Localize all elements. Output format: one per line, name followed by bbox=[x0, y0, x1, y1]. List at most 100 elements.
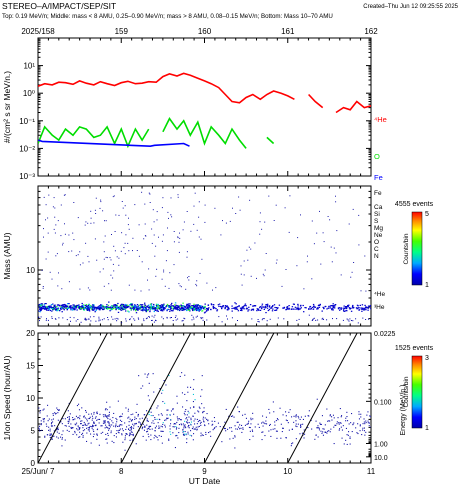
mass-event-point bbox=[268, 306, 271, 308]
velocity-event-point bbox=[359, 424, 361, 426]
velocity-event-point bbox=[109, 426, 111, 428]
mass-event-point bbox=[103, 241, 105, 243]
mass-event-point bbox=[327, 307, 329, 309]
velocity-event-point bbox=[87, 427, 89, 429]
velocity-event-point bbox=[52, 425, 54, 427]
mass-event-point bbox=[175, 306, 177, 308]
mass-event-point bbox=[47, 319, 49, 321]
mass-event-point bbox=[58, 305, 60, 307]
velocity-event-point bbox=[154, 427, 156, 429]
mass-event-point bbox=[111, 316, 113, 318]
velocity-event-point bbox=[347, 434, 349, 436]
mass-event-point bbox=[121, 307, 124, 309]
velocity-event-point bbox=[177, 419, 179, 421]
velocity-event-point bbox=[190, 424, 192, 426]
velocity-event-point bbox=[115, 423, 117, 425]
velocity-event-point bbox=[196, 429, 198, 431]
velocity-event-point bbox=[139, 418, 141, 420]
mass-event-point bbox=[45, 308, 47, 310]
velocity-event-point bbox=[355, 427, 357, 429]
mass-event-point bbox=[184, 308, 186, 311]
mass-event-point bbox=[340, 274, 342, 276]
velocity-event-point bbox=[108, 414, 110, 416]
mass-event-point bbox=[57, 285, 59, 287]
velocity-event-point bbox=[147, 428, 149, 430]
mass-event-point bbox=[227, 306, 229, 309]
top-panel-flux: 2025/158 159 160 161 16210⁻³10⁻²10⁻¹10⁰10¹#/… bbox=[2, 27, 387, 182]
velocity-event-point bbox=[193, 433, 195, 435]
velocity-event-point bbox=[178, 418, 180, 420]
mass-event-point bbox=[283, 306, 286, 308]
velocity-event-point bbox=[53, 435, 55, 437]
mass-event-point bbox=[41, 307, 43, 309]
mass-event-point bbox=[283, 307, 285, 309]
mass-event-point bbox=[286, 306, 288, 308]
bottom-x-tick-label: 8 bbox=[119, 467, 124, 476]
mass-event-point bbox=[141, 304, 144, 306]
mass-event-point bbox=[162, 305, 164, 307]
velocity-event-point bbox=[273, 411, 275, 413]
bottom-y-tick-label: 5 bbox=[31, 427, 36, 436]
velocity-event-point bbox=[160, 430, 162, 432]
mass-event-point bbox=[196, 280, 198, 282]
mass-event-point bbox=[180, 305, 182, 307]
mass-event-point bbox=[88, 304, 91, 306]
velocity-event-point bbox=[252, 418, 254, 420]
bottom-right-tick-label: 0.0225 bbox=[374, 331, 396, 338]
velocity-event-point bbox=[76, 405, 78, 407]
velocity-event-point bbox=[323, 428, 325, 430]
velocity-event-point bbox=[161, 442, 163, 444]
velocity-event-point bbox=[153, 422, 155, 424]
mass-event-point bbox=[162, 234, 164, 236]
mass-event-point bbox=[56, 306, 58, 308]
velocity-event-point bbox=[38, 407, 40, 409]
middle-y-tick-label: 10 bbox=[26, 266, 35, 275]
mass-event-point bbox=[161, 307, 163, 309]
velocity-event-point bbox=[96, 434, 98, 436]
velocity-event-point bbox=[346, 434, 348, 436]
mass-event-point bbox=[138, 318, 140, 320]
velocity-event-point bbox=[163, 380, 165, 382]
mass-event-point bbox=[239, 209, 241, 211]
velocity-event-point bbox=[184, 431, 186, 433]
mass-event-point bbox=[88, 261, 90, 263]
mass-event-point bbox=[87, 255, 89, 257]
velocity-event-point bbox=[188, 412, 190, 414]
mass-event-point bbox=[163, 269, 165, 271]
mass-event-point bbox=[164, 285, 166, 287]
velocity-event-point bbox=[96, 429, 98, 431]
mass-event-point bbox=[112, 308, 115, 310]
mass-event-point bbox=[161, 207, 163, 209]
velocity-event-point bbox=[172, 432, 174, 434]
mass-event-point bbox=[125, 214, 127, 216]
velocity-event-point bbox=[201, 389, 203, 391]
velocity-event-point bbox=[92, 425, 94, 427]
mass-event-point bbox=[183, 317, 185, 319]
mass-event-point bbox=[201, 305, 204, 307]
velocity-event-point bbox=[78, 403, 80, 405]
bottom-colorbar-max-label: 3 bbox=[425, 355, 429, 362]
mass-event-point bbox=[125, 307, 127, 309]
mass-event-point bbox=[181, 306, 183, 308]
mass-event-point bbox=[336, 318, 338, 320]
mass-event-point bbox=[139, 307, 141, 309]
velocity-event-point bbox=[61, 438, 63, 440]
mass-event-point bbox=[198, 201, 200, 203]
velocity-event-point bbox=[93, 411, 95, 413]
mass-event-point bbox=[121, 306, 123, 308]
velocity-event-point bbox=[368, 422, 370, 424]
velocity-event-point bbox=[279, 407, 281, 409]
velocity-event-point bbox=[62, 418, 64, 420]
velocity-event-point bbox=[187, 433, 189, 435]
velocity-event-point bbox=[357, 423, 359, 425]
velocity-event-point bbox=[128, 416, 130, 418]
velocity-event-point bbox=[275, 430, 277, 432]
velocity-event-point bbox=[295, 425, 297, 427]
mass-event-point bbox=[78, 305, 80, 307]
velocity-event-point bbox=[351, 431, 353, 433]
velocity-event-point bbox=[314, 438, 316, 440]
velocity-event-point bbox=[121, 415, 123, 417]
mass-event-point bbox=[365, 309, 367, 311]
mass-event-point bbox=[175, 319, 177, 321]
mass-event-point bbox=[153, 221, 155, 223]
